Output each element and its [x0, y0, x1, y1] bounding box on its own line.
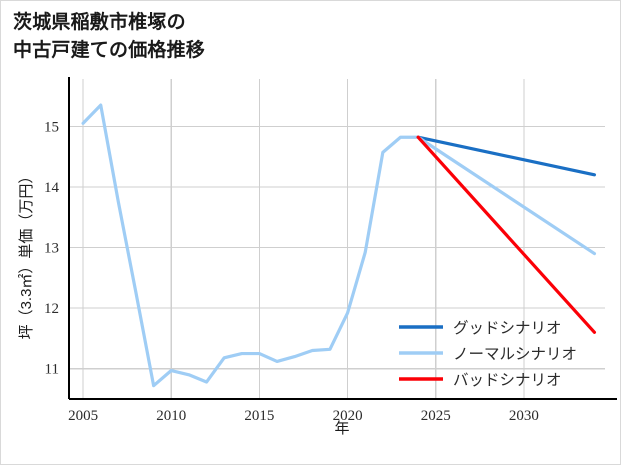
legend-label: ノーマルシナリオ — [453, 346, 577, 363]
series-line-1 — [81, 103, 597, 388]
axis-spines — [67, 77, 617, 401]
legend-label: バッドシナリオ — [453, 372, 562, 389]
y-axis-tick-labels: 11 12 13 14 15 — [44, 119, 60, 377]
x-tick-label: 2020 — [333, 408, 363, 424]
x-tick-label: 2010 — [156, 408, 186, 424]
x-axis-title: 年 — [334, 420, 349, 437]
x-tick-label: 2005 — [68, 408, 98, 424]
y-tick-label: 15 — [44, 119, 59, 135]
series-line-2 — [416, 135, 597, 334]
grid-lines — [69, 79, 605, 399]
y-tick-label: 14 — [44, 180, 60, 196]
x-tick-label: 2030 — [509, 408, 539, 424]
x-tick-label: 2025 — [421, 408, 451, 424]
x-axis-tick-labels: 2005 2010 2015 2020 2025 2030 — [68, 408, 539, 424]
series-lines — [81, 103, 597, 388]
series-line-0 — [416, 135, 597, 177]
x-tick-label: 2015 — [244, 408, 274, 424]
legend-label: グッドシナリオ — [453, 319, 562, 337]
chart-title: 茨城県稲敷市椎塚の 中古戸建ての価格推移 — [13, 12, 206, 61]
y-tick-label: 12 — [44, 301, 59, 317]
y-tick-label: 11 — [45, 362, 59, 378]
y-axis-title: 坪（3.3㎡）単価（万円） — [18, 169, 35, 340]
y-tick-label: 13 — [44, 241, 59, 257]
